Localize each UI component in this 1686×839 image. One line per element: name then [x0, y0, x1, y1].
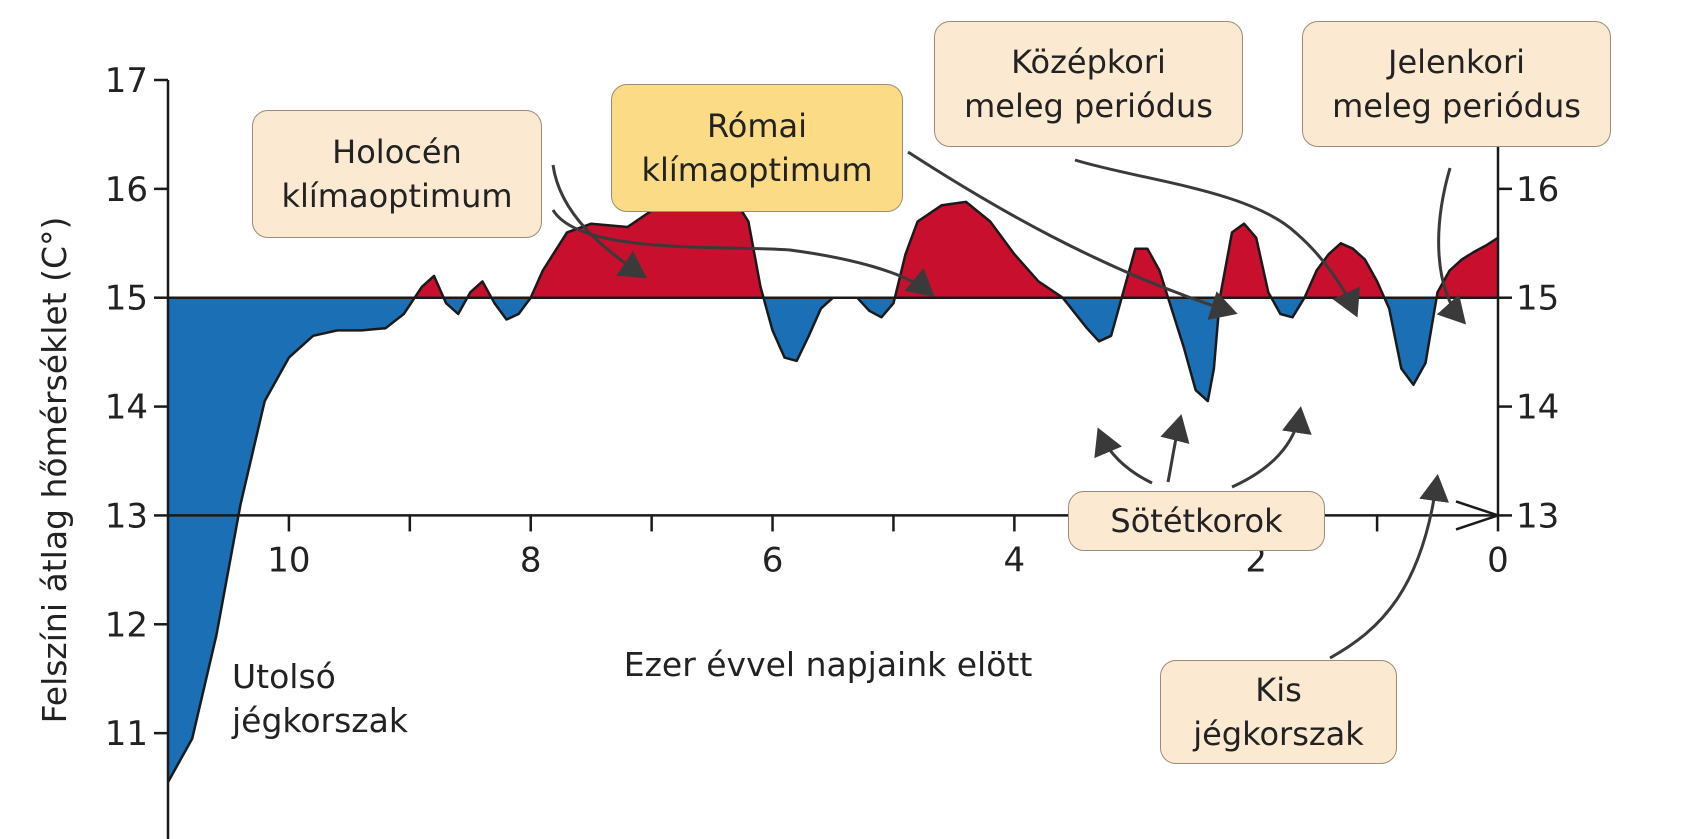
- y-tick-label-left: 11: [105, 714, 148, 754]
- x-axis-title: Ezer évvel napjaink elött: [624, 645, 1033, 684]
- cold-area: [168, 297, 1437, 783]
- y-tick-label-left: 12: [105, 605, 148, 645]
- x-tick-label: 4: [1004, 540, 1026, 580]
- callout-romai-klimaoptimum: Római klímaoptimum: [611, 84, 903, 212]
- callout-arrow: [1094, 427, 1153, 485]
- arrow-layer: [551, 150, 1467, 660]
- y-tick-label-right: 16: [1516, 170, 1559, 210]
- callout-kozepkori-meleg-periodus: Középkori meleg periódus: [934, 21, 1243, 147]
- y-tick-label-right: 13: [1516, 496, 1559, 536]
- x-tick-label: 6: [762, 540, 784, 580]
- callout-arrow: [1160, 414, 1190, 483]
- callout-arrow: [1231, 406, 1312, 489]
- callout-arrow: [907, 150, 1238, 320]
- callout-line: jégkorszak: [1193, 715, 1364, 753]
- y-tick-label-left: 13: [105, 496, 148, 536]
- y-tick-label-left: 17: [105, 61, 148, 101]
- y-tick-label-right: 14: [1516, 388, 1559, 428]
- label-utolso-jegkorszak: Utolsó jégkorszak: [231, 657, 409, 740]
- y-tick-label-left: 15: [105, 279, 148, 319]
- callout-line: klímaoptimum: [641, 151, 873, 189]
- temperature-line: [166, 176, 1499, 783]
- callout-kis-jegkorszak: Kis jégkorszak: [1160, 660, 1397, 764]
- x-tick-label: 8: [520, 540, 542, 580]
- y-tick-label-left: 16: [105, 170, 148, 210]
- callout-jelenkori-meleg-periodus: Jelenkori meleg periódus: [1302, 21, 1611, 147]
- callout-line: meleg periódus: [1332, 87, 1581, 125]
- y-axis-title: Felszíni átlag hőmérséklet (C°): [35, 217, 74, 724]
- callout-line: Jelenkori: [1388, 43, 1525, 81]
- area-layer: [166, 176, 1499, 783]
- callout-arrow: [1436, 167, 1467, 325]
- callout-arrow: [1074, 158, 1360, 318]
- callout-line: Holocén: [332, 133, 462, 171]
- callout-line: klímaoptimum: [281, 177, 513, 215]
- callout-arrow: [551, 164, 647, 279]
- callout-line: Sötétkorok: [1110, 502, 1283, 540]
- y-tick-label-right: 15: [1516, 279, 1559, 319]
- callout-line: Római: [706, 107, 808, 145]
- x-tick-label: 0: [1487, 540, 1509, 580]
- callout-line: Kis: [1255, 671, 1302, 709]
- callout-line: meleg periódus: [964, 87, 1213, 125]
- y-tick-label-left: 14: [105, 388, 148, 428]
- callout-holocen-klimaoptimum: Holocén klímaoptimum: [252, 110, 542, 238]
- x-tick-label: 10: [267, 540, 310, 580]
- callout-arrow: [551, 209, 935, 297]
- callout-sotetkorok: Sötétkorok: [1068, 491, 1325, 551]
- callout-arrow: [1329, 474, 1450, 660]
- callout-line: Középkori: [1011, 43, 1166, 81]
